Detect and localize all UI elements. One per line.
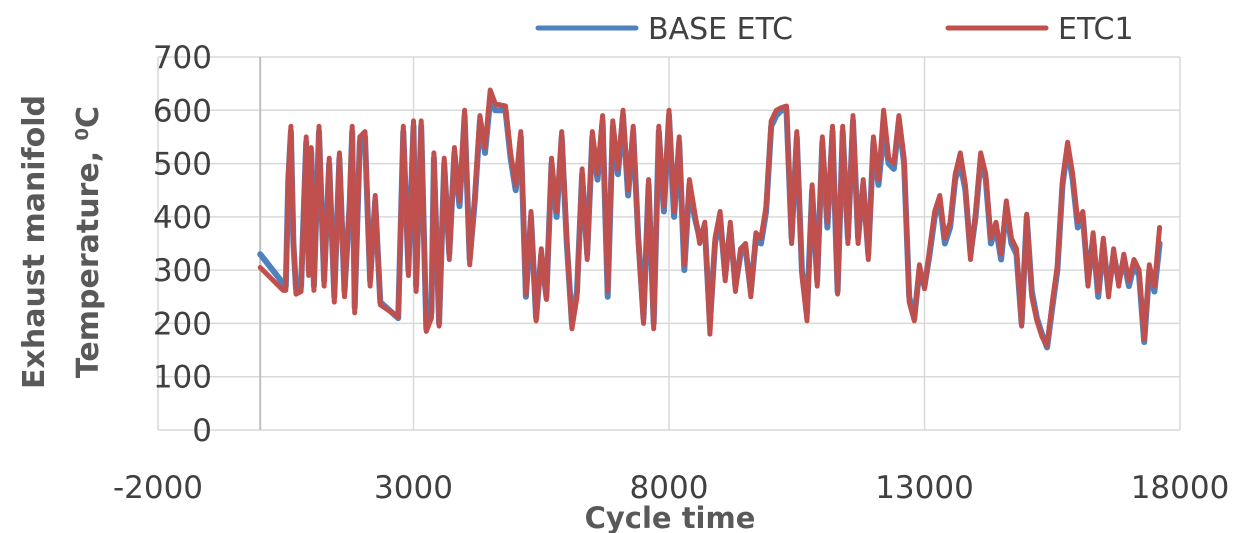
series-line-etc1 — [260, 90, 1159, 346]
x-tick-label-18000: 18000 — [1131, 470, 1230, 506]
y-axis-title-superscript: 0 — [72, 128, 93, 141]
x-tick-label-13000: 13000 — [875, 470, 974, 506]
y-axis-title: Exhaust manifold Temperature, 0C — [17, 95, 106, 389]
series-layer — [260, 90, 1159, 347]
x-tick-label-3000: 3000 — [374, 470, 453, 506]
y-tick-label-200: 200 — [153, 306, 212, 342]
y-tick-label-0: 0 — [192, 413, 212, 449]
x-tick-label--2000: -2000 — [113, 470, 203, 506]
y-tick-labels: 0 100 200 300 400 500 600 700 — [153, 40, 212, 449]
y-tick-label-400: 400 — [153, 200, 212, 236]
y-tick-label-700: 700 — [153, 40, 212, 76]
legend: BASE ETC ETC1 — [538, 12, 1134, 47]
legend-label-base-etc: BASE ETC — [648, 12, 793, 47]
y-tick-label-300: 300 — [153, 253, 212, 289]
x-axis-title: Cycle time — [585, 501, 756, 533]
y-tick-label-100: 100 — [153, 360, 212, 396]
legend-label-etc1: ETC1 — [1058, 12, 1134, 47]
y-axis-title-line1: Exhaust manifold — [17, 95, 52, 389]
y-axis-title-unit: C — [71, 106, 106, 128]
y-tick-label-600: 600 — [153, 93, 212, 129]
y-axis-title-text: Temperature, — [71, 140, 106, 378]
y-axis-title-line2: Temperature, 0C — [71, 106, 106, 378]
y-tick-label-500: 500 — [153, 147, 212, 183]
